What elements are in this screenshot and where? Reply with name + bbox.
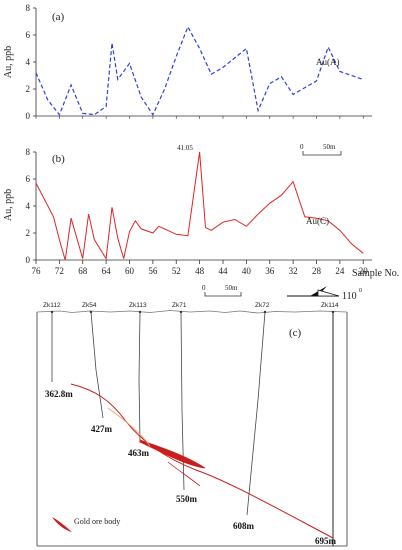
well-zk113-depth: 463m bbox=[128, 448, 150, 458]
drill-holes bbox=[50, 310, 335, 546]
panel-a-y-tick-label: 2 bbox=[26, 84, 31, 94]
azimuth-indicator: 110 0 bbox=[287, 286, 362, 302]
well-zk113-collar bbox=[138, 310, 142, 314]
well-zk72-collar bbox=[263, 310, 267, 314]
panel-b-y-tick-label: 0 bbox=[26, 255, 31, 265]
legend-ore-label: Gold ore body bbox=[74, 517, 120, 526]
well-zk72-depth: 608m bbox=[233, 521, 255, 531]
panel-b-y-tick-label: 8 bbox=[26, 147, 31, 157]
panel-b-x-tick-label: 64 bbox=[102, 266, 112, 276]
panel-b-x-tick-label: 40 bbox=[242, 266, 252, 276]
panel-b-y-tick-label: 4 bbox=[26, 201, 31, 211]
well-zk54-name: Zk54 bbox=[82, 302, 97, 309]
panel-b-x-tick-label: 56 bbox=[148, 266, 158, 276]
panel-b-y-label: Au, ppb bbox=[3, 189, 14, 221]
peak-annotation: 41.05 bbox=[177, 144, 193, 152]
panel-c: 0 50m 110 0 (c) bbox=[36, 284, 362, 547]
scale-bar-a-label: 50m bbox=[323, 143, 336, 151]
panel-b-x-tick-label: 44 bbox=[218, 266, 228, 276]
panel-a-y-tick-label: 0 bbox=[26, 111, 31, 121]
panel-b-x-tick-label: 20 bbox=[359, 266, 369, 276]
azimuth-degree: 0 bbox=[359, 288, 362, 294]
panel-b-x-tick-label: 28 bbox=[312, 266, 322, 276]
panel-a-scale-bar: 0 50m bbox=[300, 143, 342, 156]
well-zk72-name: Zk72 bbox=[255, 302, 270, 309]
panel-c-scale-bar: 0 50m bbox=[202, 284, 242, 297]
panel-c-tag: (c) bbox=[289, 327, 302, 339]
panel-a-tag: (a) bbox=[52, 11, 65, 23]
series-au-a-label: Au(A) bbox=[316, 57, 340, 67]
well-zk113-name: Zk113 bbox=[129, 302, 147, 309]
well-zk112-collar bbox=[50, 310, 54, 314]
panel-b-x-tick-label: 52 bbox=[172, 266, 181, 276]
panel-b-x-tick-label: 60 bbox=[125, 266, 135, 276]
azimuth-label: 110 bbox=[342, 291, 357, 302]
legend: Gold ore body bbox=[52, 517, 120, 532]
ore-body-branch-2 bbox=[167, 461, 201, 487]
scale-bar-a-zero: 0 bbox=[300, 143, 304, 151]
panel-a-y-ticks: 0 2 4 6 8 bbox=[26, 3, 364, 121]
panel-a-y-tick-label: 4 bbox=[26, 57, 31, 67]
panel-b-y-ticks: 0 2 4 6 8 bbox=[26, 147, 36, 265]
ore-body-lens bbox=[139, 439, 206, 469]
legend-ore-swatch bbox=[52, 517, 72, 532]
panel-b-y-tick-label: 2 bbox=[26, 228, 31, 238]
well-zk112-name: Zk112 bbox=[43, 302, 61, 309]
panel-a-y-label: Au, ppb bbox=[3, 46, 14, 78]
panel-b-x-label: Sample No. bbox=[352, 268, 399, 279]
well-zk114-collar bbox=[331, 310, 335, 314]
ore-body-upper bbox=[70, 383, 334, 539]
well-zk54-trace bbox=[90, 311, 104, 419]
well-zk113-trace bbox=[138, 311, 141, 443]
well-zk71-depth: 550m bbox=[176, 494, 198, 504]
ore-bodies bbox=[70, 383, 334, 539]
panel-a: 0 2 4 6 8 Au, ppb (a) Au(A) 0 50m bbox=[3, 3, 372, 156]
panel-b-x-tick-label: 32 bbox=[289, 266, 298, 276]
well-zk71-name: Zk71 bbox=[172, 302, 187, 309]
scale-bar-c-label: 50m bbox=[225, 284, 238, 292]
well-zk54-collar bbox=[89, 310, 93, 314]
well-zk112-depth: 362.8m bbox=[45, 389, 73, 399]
series-au-c-line bbox=[35, 151, 364, 261]
series-au-c-label: Au(C) bbox=[306, 216, 329, 226]
well-zk54-depth: 427m bbox=[91, 424, 113, 434]
well-zk71-collar bbox=[179, 310, 183, 314]
panel-b-x-ticks: 76 72 68 64 60 56 52 48 44 40 36 32 28 24 20 bbox=[32, 260, 369, 276]
ore-body-branch-1 bbox=[107, 407, 151, 447]
series-au-a-line bbox=[35, 25, 364, 116]
ground-surface bbox=[36, 310, 348, 314]
scale-bar-c-zero: 0 bbox=[202, 284, 206, 292]
panel-a-y-tick-label: 8 bbox=[26, 3, 31, 13]
panel-b-y-tick-label: 6 bbox=[26, 174, 31, 184]
panel-b-x-tick-label: 72 bbox=[55, 266, 64, 276]
panel-b-x-tick-label: 76 bbox=[32, 266, 42, 276]
well-zk114-name: Zk114 bbox=[321, 302, 339, 309]
panel-b-x-tick-label: 24 bbox=[335, 266, 345, 276]
panel-b-tag: (b) bbox=[52, 153, 65, 165]
panel-b-x-tick-label: 48 bbox=[195, 266, 205, 276]
panel-b-x-tick-label: 68 bbox=[78, 266, 88, 276]
panel-b-x-tick-label: 36 bbox=[265, 266, 275, 276]
well-zk71-trace bbox=[180, 311, 185, 491]
well-zk114-depth: 695m bbox=[315, 536, 337, 546]
well-zk72-trace bbox=[246, 311, 266, 516]
panel-a-y-tick-label: 6 bbox=[26, 30, 31, 40]
